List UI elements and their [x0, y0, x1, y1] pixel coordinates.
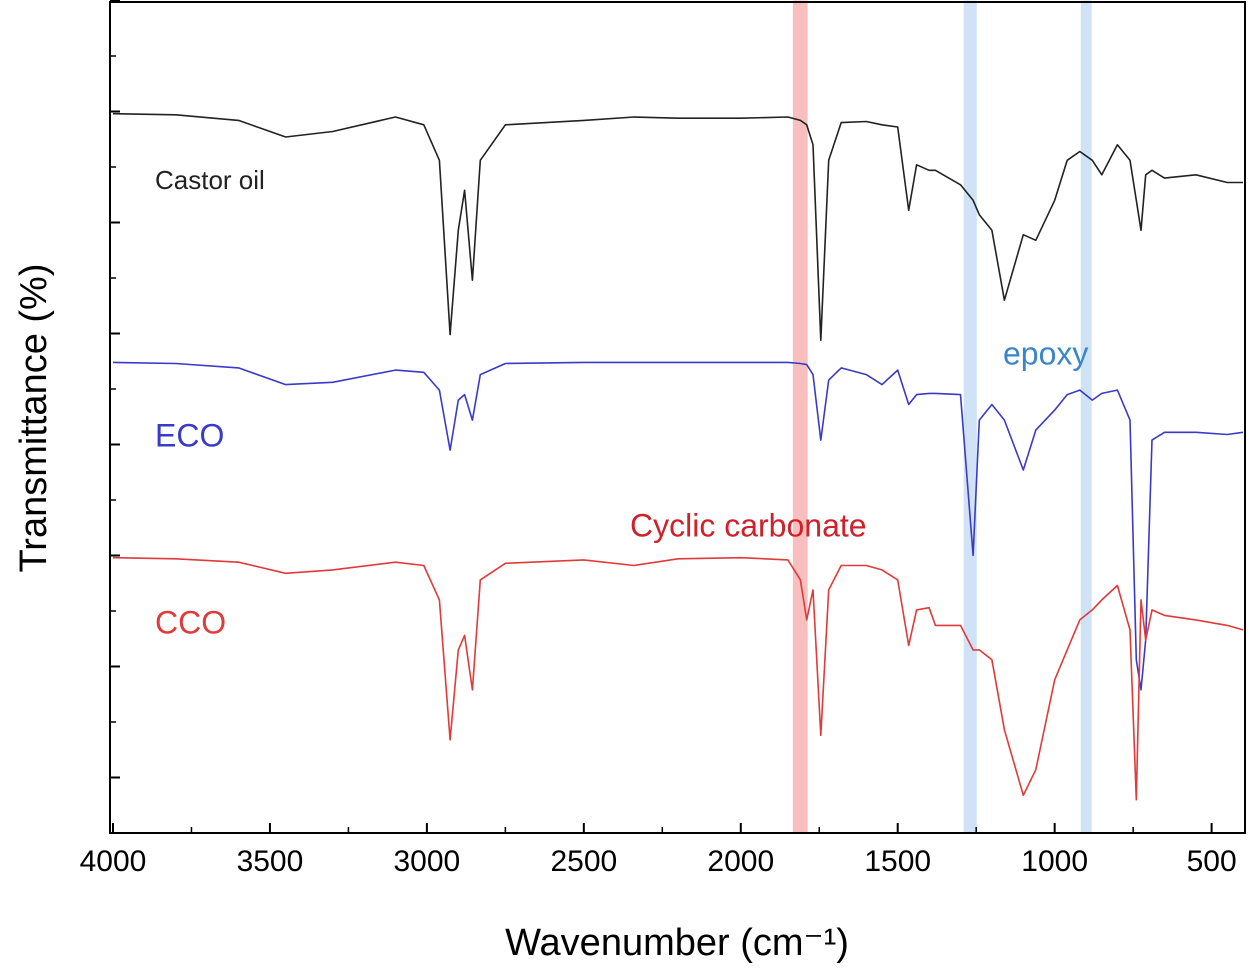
plot-frame [109, 1, 1246, 834]
x-tick-label: 1000 [1021, 845, 1088, 878]
highlight-band [792, 0, 808, 833]
x-tick-label: 3500 [237, 845, 304, 878]
y-axis-label: Transmittance (%) [13, 264, 55, 573]
x-tick-label: 4000 [80, 845, 147, 878]
x-tick-label: 3000 [394, 845, 461, 878]
x-tick-label: 1500 [864, 845, 931, 878]
series-label: Castor oil [155, 165, 265, 195]
x-tick-label: 500 [1187, 845, 1237, 878]
annotation: epoxy [1003, 335, 1088, 371]
x-tick-label: 2000 [707, 845, 774, 878]
series-line [112, 361, 1244, 691]
highlight-band [963, 0, 977, 833]
x-tick-label: 2500 [550, 845, 617, 878]
series-line [112, 556, 1244, 801]
highlight-band [1080, 0, 1092, 833]
annotation: Cyclic carbonate [630, 507, 867, 543]
series-label: ECO [155, 417, 224, 453]
x-axis-label: Wavenumber (cm⁻¹) [505, 922, 849, 964]
series-label: CCO [155, 604, 226, 640]
series-line [112, 112, 1243, 341]
